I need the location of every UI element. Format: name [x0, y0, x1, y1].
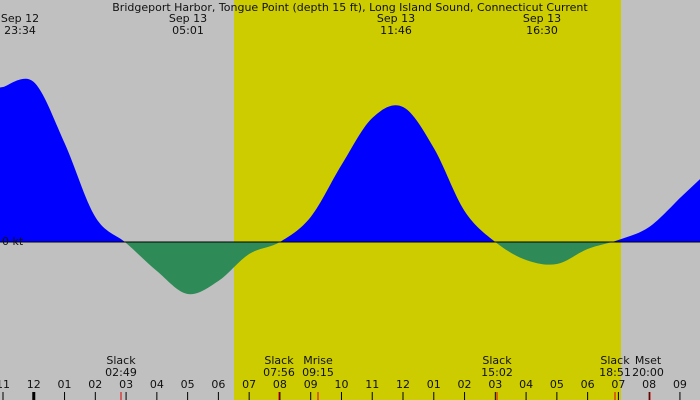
x-tick-label: 07: [611, 378, 625, 391]
event-time: 20:00: [632, 366, 664, 379]
x-tick-label: 04: [150, 378, 164, 391]
event-time: 09:15: [302, 366, 334, 379]
extreme-date: Sep 13: [523, 12, 561, 25]
event-label: Slack: [600, 354, 630, 367]
event-label: Slack: [106, 354, 136, 367]
event-time: 07:56: [263, 366, 295, 379]
x-tick-label: 11: [0, 378, 10, 391]
event-label: Mset: [635, 354, 662, 367]
x-tick-label: 05: [550, 378, 564, 391]
x-tick-label: 12: [396, 378, 410, 391]
x-tick-label: 09: [673, 378, 687, 391]
x-tick-label: 11: [365, 378, 379, 391]
x-tick-label: 03: [488, 378, 502, 391]
x-tick-label: 10: [334, 378, 348, 391]
extreme-time: 16:30: [526, 24, 558, 37]
extreme-time: 23:34: [4, 24, 36, 37]
x-tick-label: 06: [211, 378, 225, 391]
extreme-time: 11:46: [380, 24, 412, 37]
x-tick-label: 08: [642, 378, 656, 391]
event-time: 15:02: [481, 366, 513, 379]
x-tick-label: 05: [181, 378, 195, 391]
x-tick-label: 08: [273, 378, 287, 391]
x-tick-label: 03: [119, 378, 133, 391]
x-tick-label: 07: [242, 378, 256, 391]
event-label: Slack: [482, 354, 512, 367]
x-tick-label: 02: [458, 378, 472, 391]
plot: [0, 78, 700, 295]
extreme-date: Sep 12: [1, 12, 39, 25]
extreme-date: Sep 13: [377, 12, 415, 25]
current-area: [0, 78, 700, 295]
x-tick-label: 09: [304, 378, 318, 391]
event-label: Mrise: [303, 354, 333, 367]
extreme-date: Sep 13: [169, 12, 207, 25]
x-tick-label: 06: [581, 378, 595, 391]
y-tick-label: 0 kt: [2, 235, 24, 248]
event-label: Slack: [264, 354, 294, 367]
x-tick-label: 01: [427, 378, 441, 391]
x-tick-label: 01: [58, 378, 72, 391]
extreme-time: 05:01: [172, 24, 204, 37]
event-time: 02:49: [105, 366, 137, 379]
x-tick-label: 12: [27, 378, 41, 391]
event-time: 18:51: [599, 366, 631, 379]
x-tick-label: 04: [519, 378, 533, 391]
chart-title: Bridgeport Harbor, Tongue Point (depth 1…: [112, 1, 588, 14]
x-tick-label: 02: [88, 378, 102, 391]
